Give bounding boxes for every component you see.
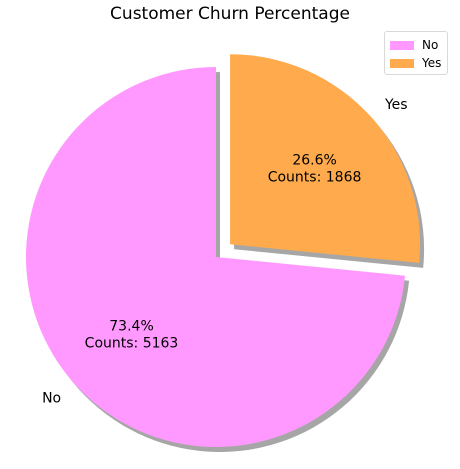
legend: No Yes xyxy=(384,31,448,75)
pie-slice-yes xyxy=(230,54,421,263)
pct-value-yes: 26.6% xyxy=(292,153,336,169)
count-value-yes: Counts: 1868 xyxy=(268,170,362,186)
legend-entry-yes: Yes xyxy=(390,54,447,72)
legend-label-yes: Yes xyxy=(422,56,442,70)
chart-title: Customer Churn Percentage xyxy=(110,4,350,24)
slice-label-yes: Yes xyxy=(384,97,408,113)
pct-value-no: 73.4% xyxy=(109,319,153,335)
legend-swatch-no xyxy=(390,40,414,50)
legend-entry-no: No xyxy=(390,36,447,54)
pct-label-yes: 26.6%Counts: 1868 xyxy=(268,153,362,186)
pie-slice-no xyxy=(26,67,406,447)
legend-swatch-yes xyxy=(390,58,414,68)
count-value-no: Counts: 5163 xyxy=(85,336,179,352)
pct-label-no: 73.4%Counts: 5163 xyxy=(85,319,179,352)
slice-label-no: No xyxy=(42,390,61,406)
legend-label-no: No xyxy=(422,38,439,52)
